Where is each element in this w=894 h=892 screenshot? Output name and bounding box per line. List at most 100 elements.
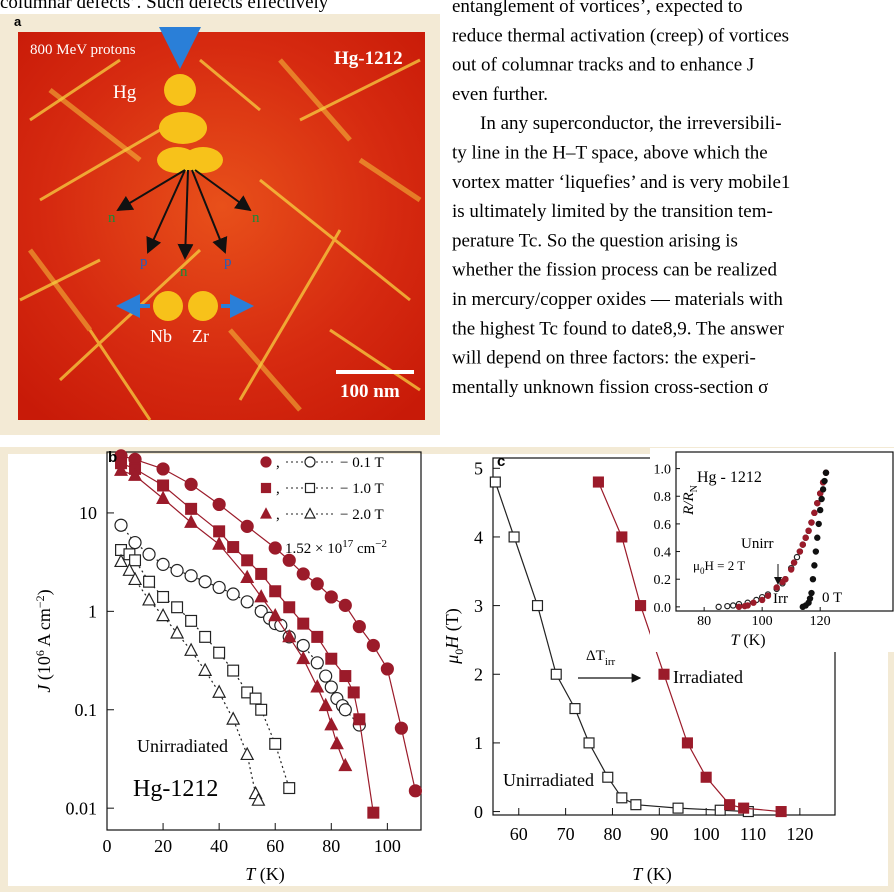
marker — [212, 497, 226, 512]
marker — [658, 668, 670, 680]
x-tick-label: 40 — [210, 836, 228, 856]
chart-b: 0 20 40 60 80 100 0.01 0.1 1 10, − 0.1 T, − 1.0 T, −… — [66, 449, 422, 856]
marker — [122, 562, 137, 576]
text: −2 — [375, 538, 387, 550]
marker — [811, 509, 818, 517]
marker — [156, 557, 170, 571]
marker — [171, 601, 184, 614]
annotation: Hg-1212 — [133, 776, 218, 802]
x-tick-label: 80 — [322, 836, 340, 856]
text: irr — [605, 656, 616, 668]
marker — [156, 490, 171, 504]
marker — [170, 625, 185, 639]
article-line: the highest Tc found to date8,9. The ans… — [452, 318, 785, 339]
text: T — [632, 864, 644, 884]
article-line: will depend on three factors: the experi… — [452, 348, 756, 369]
marker — [255, 567, 268, 580]
marker — [199, 630, 212, 643]
marker — [185, 614, 198, 627]
marker — [347, 686, 360, 699]
marker — [630, 799, 642, 811]
text: cm — [353, 541, 375, 557]
marker — [254, 589, 269, 603]
marker — [255, 703, 268, 716]
marker — [672, 802, 684, 814]
legend-marker — [304, 456, 316, 468]
series-label: Irr — [773, 591, 788, 607]
series-label: Unirradiated — [503, 770, 594, 790]
marker — [184, 569, 198, 583]
marker — [318, 697, 333, 712]
y-tick-label: 0.6 — [654, 518, 672, 533]
marker — [184, 477, 198, 491]
marker — [592, 476, 604, 488]
marker — [796, 548, 804, 555]
legend-separator: , — [276, 455, 280, 471]
marker — [808, 519, 815, 526]
text: ) — [34, 589, 55, 595]
series-label: Irradiated — [673, 667, 743, 687]
marker — [241, 686, 254, 699]
text: μ — [693, 558, 700, 573]
marker — [268, 607, 283, 622]
marker — [602, 771, 614, 783]
marker — [714, 804, 726, 816]
marker — [815, 520, 822, 528]
marker — [251, 792, 266, 806]
marker — [241, 554, 254, 567]
x-tick-label: 100 — [752, 614, 773, 629]
marker — [269, 585, 282, 598]
marker — [212, 580, 226, 595]
marker — [212, 684, 227, 698]
marker — [818, 495, 825, 503]
y-tick-label: 4 — [474, 527, 483, 547]
marker — [114, 462, 129, 476]
marker — [635, 600, 647, 612]
text: 0 — [700, 566, 705, 576]
marker — [185, 502, 198, 515]
marker — [569, 703, 581, 715]
scale-bar-label: 100 nm — [340, 381, 400, 402]
marker — [809, 576, 817, 583]
field-label: μ0H = 2 T — [693, 558, 745, 576]
y-axis-label: μ0H (T) — [442, 608, 466, 665]
marker — [329, 735, 344, 750]
product-label: n — [108, 210, 116, 226]
marker — [249, 692, 262, 705]
article-line: perature Tc. So the question arising is — [452, 230, 738, 251]
marker — [226, 587, 240, 601]
marker — [156, 462, 170, 476]
marker — [226, 711, 241, 725]
marker — [198, 575, 212, 589]
text: R/R — [681, 492, 697, 516]
marker — [324, 680, 338, 694]
marker — [750, 599, 757, 606]
text: (K) — [739, 632, 765, 649]
marker — [808, 589, 815, 597]
text: 1.52 × 10 — [285, 541, 342, 557]
x-axis-label: T (K) — [245, 864, 285, 885]
marker — [814, 499, 821, 507]
marker — [282, 553, 296, 567]
x-tick-label: 60 — [266, 836, 284, 856]
legend-label: − 2.0 T — [340, 507, 384, 523]
article-line: mentally unknown fission cross-section σ — [452, 377, 768, 398]
x-axis-label: T (K) — [730, 632, 765, 649]
marker — [142, 592, 157, 606]
legend-marker — [260, 456, 272, 468]
x-tick-label: 120 — [786, 824, 813, 844]
marker — [700, 771, 712, 783]
marker — [311, 630, 324, 643]
text: ΔT — [586, 648, 605, 664]
marker — [489, 476, 501, 488]
article-line: is ultimately limited by the transition … — [452, 201, 773, 222]
y-tick-label: 1 — [474, 733, 483, 753]
marker — [283, 601, 296, 614]
y-tick-label: 0.01 — [66, 798, 98, 818]
legend-marker — [304, 507, 316, 519]
text: (10 — [34, 656, 55, 685]
marker — [254, 604, 268, 618]
text: 6 — [33, 650, 47, 656]
marker — [338, 598, 352, 612]
marker — [802, 534, 809, 541]
